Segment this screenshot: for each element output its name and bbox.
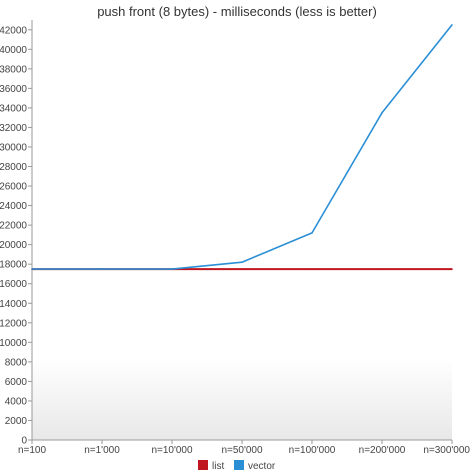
data-point-list [241,268,243,270]
plot-background [32,358,452,440]
y-tick-label: 28000 [0,162,27,173]
data-point-vector [241,261,243,264]
series-line-vector [32,24,453,270]
x-tick-label: n=50'000 [221,445,263,456]
y-tick-label: 4000 [5,396,28,407]
y-tick-label: 12000 [0,318,27,329]
y-axis: 0 2000 4000 6000 8000 10000 12000 14000 16000 180… [0,20,33,447]
data-point-list [451,268,453,270]
y-tick-label: 22000 [0,221,27,232]
x-tick-label: n=1'000 [84,445,120,456]
y-tick-label: 0 [21,436,27,447]
y-tick-label: 20000 [0,240,27,251]
y-tick-label: 16000 [0,279,27,290]
x-tick-label: n=300'000 [423,445,470,456]
data-point-vector [101,268,103,270]
y-tick-label: 34000 [0,103,27,114]
y-tick-label: 2000 [5,416,28,427]
y-tick-label: 26000 [0,182,27,193]
legend-label-vector: vector [248,461,276,472]
x-tick-label: n=200'000 [359,445,406,456]
series-layer [31,24,453,271]
legend-swatch-vector [234,460,244,470]
x-tick-label: n=100'000 [289,445,336,456]
data-point-vector [311,232,313,234]
data-point-vector [381,111,383,114]
y-tick-label: 10000 [0,338,27,349]
y-tick-label: 6000 [5,377,28,388]
legend-swatch-list [198,460,208,470]
data-point-list [381,268,383,270]
y-tick-label: 42000 [0,25,27,36]
x-tick-label: n=10'000 [151,445,193,456]
y-tick-label: 8000 [5,357,28,368]
data-point-list [311,268,313,270]
chart-title: push front (8 bytes) - milliseconds (les… [97,4,377,19]
y-tick-label: 30000 [0,142,27,153]
data-point-vector [171,268,173,270]
x-axis: n=100 n=1'000 n=10'000 n=50'000 n=100'000 n=2… [18,439,470,456]
y-tick-label: 32000 [0,123,27,134]
data-point-vector [451,24,453,26]
y-tick-label: 18000 [0,260,27,271]
y-tick-label: 36000 [0,84,27,95]
y-tick-label: 38000 [0,64,27,75]
y-tick-label: 14000 [0,299,27,310]
y-tick-label: 24000 [0,201,27,212]
legend-label-list: list [212,461,224,472]
x-tick-label: n=100 [18,445,47,456]
data-point-vector [31,268,33,270]
y-tick-label: 40000 [0,45,27,56]
legend: list vector [198,460,276,472]
